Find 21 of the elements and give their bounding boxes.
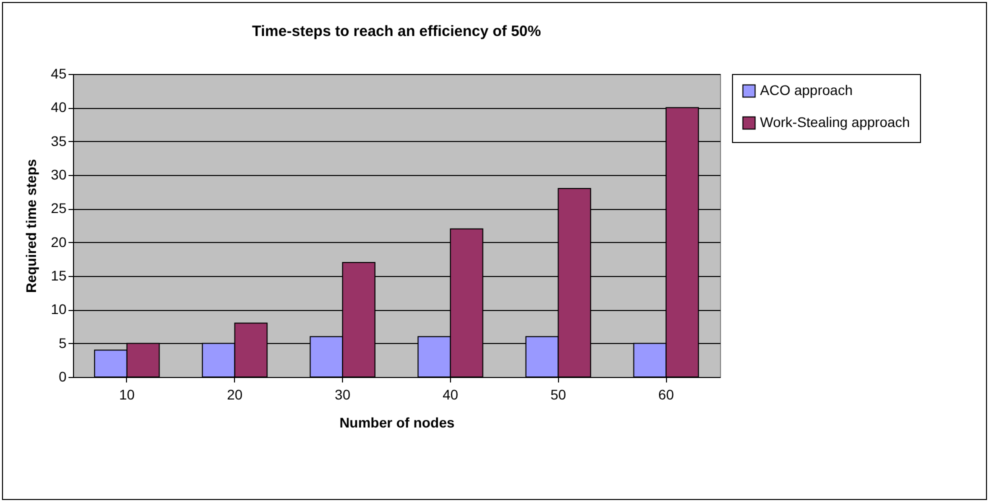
- x-tick-label: 40: [442, 386, 458, 402]
- legend-label: ACO approach: [760, 82, 853, 98]
- y-tick-label: 40: [50, 99, 67, 116]
- y-tick-label: 45: [50, 66, 67, 82]
- y-axis-title: Required time steps: [22, 158, 39, 293]
- legend-label: Work-Stealing approach: [760, 114, 910, 130]
- y-tick-label: 10: [50, 301, 67, 318]
- x-axis-title: Number of nodes: [339, 414, 455, 430]
- y-tick-label: 30: [50, 166, 67, 182]
- y-tick-label: 35: [50, 132, 67, 149]
- x-tick-label: 20: [226, 386, 243, 402]
- y-tick-label: 20: [50, 234, 67, 250]
- y-tick-label: 5: [58, 334, 67, 351]
- x-tick-label: 30: [334, 386, 351, 402]
- y-tick-label: 15: [50, 268, 67, 284]
- y-tick-label: 25: [50, 200, 67, 216]
- x-tick-label: 50: [550, 386, 566, 402]
- x-tick-label: 60: [658, 386, 674, 402]
- chart-title: Time-steps to reach an efficiency of 50%: [252, 23, 541, 40]
- y-tick-label: 0: [58, 368, 67, 384]
- x-tick-label: 10: [119, 386, 135, 402]
